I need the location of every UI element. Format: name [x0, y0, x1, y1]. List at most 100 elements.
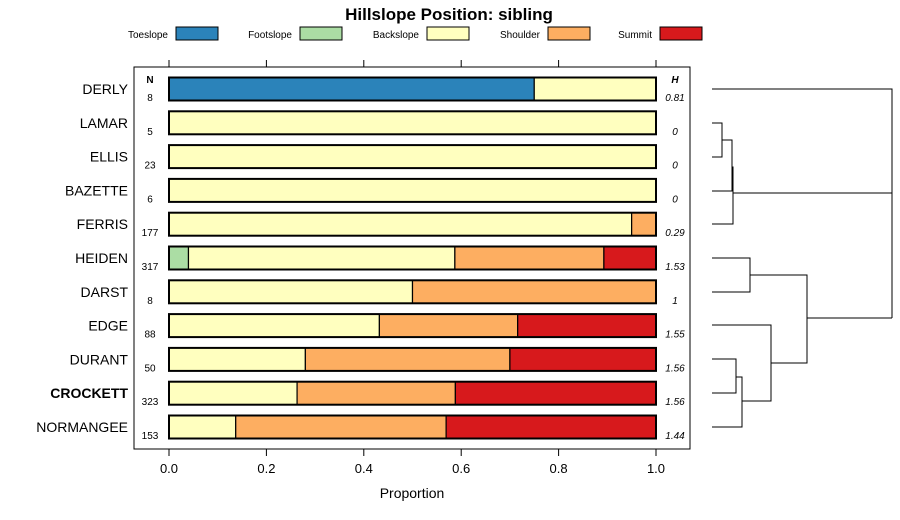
row-label-heiden: HEIDEN	[75, 250, 128, 266]
bar-segment-edge-backslope	[168, 313, 380, 338]
bar-outline-ferris	[168, 211, 657, 237]
bar-segment-crockett-shoulder	[296, 381, 456, 406]
row-n-edge: 88	[144, 330, 156, 341]
h-column-header: H	[671, 75, 679, 86]
bar-segment-edge-summit	[517, 313, 657, 338]
legend-swatch-footslope	[299, 26, 343, 41]
row-h-heiden: 1.53	[665, 262, 685, 273]
row-n-durant: 50	[144, 363, 156, 374]
row-h-edge: 1.55	[665, 330, 685, 341]
dendrogram-branch	[712, 122, 723, 158]
legend-swatch-shoulder	[547, 26, 591, 41]
bar-segment-edge-shoulder	[378, 313, 519, 338]
bar-outline-durant	[168, 346, 657, 372]
row-label-normangee: NORMANGEE	[36, 419, 128, 435]
legend-swatch-backslope	[426, 26, 470, 41]
bar-segment-darst-shoulder	[411, 279, 657, 304]
row-label-crockett: CROCKETT	[50, 385, 128, 401]
bar-segment-normangee-shoulder	[235, 414, 447, 440]
bar-segment-durant-summit	[509, 347, 657, 372]
row-n-ferris: 177	[142, 228, 159, 239]
bar-segment-ferris-backslope	[168, 212, 633, 237]
bar-segment-lamar-backslope	[168, 110, 657, 135]
bar-segment-darst-backslope	[168, 279, 414, 304]
row-n-ellis: 23	[144, 161, 156, 172]
row-h-derly: 0.81	[665, 93, 684, 104]
row-label-darst: DARST	[81, 284, 129, 300]
bar-segment-heiden-backslope	[187, 245, 456, 271]
legend-label-toeslope: Toeslope	[128, 30, 168, 41]
bar-segment-crockett-summit	[454, 381, 657, 406]
row-label-ellis: ELLIS	[90, 149, 128, 165]
row-label-derly: DERLY	[82, 81, 128, 97]
row-label-durant: DURANT	[70, 351, 129, 367]
row-label-lamar: LAMAR	[80, 115, 128, 131]
row-n-heiden: 317	[142, 262, 159, 273]
row-n-normangee: 153	[142, 431, 159, 442]
bar-segment-heiden-shoulder	[454, 245, 605, 271]
legend-swatch-summit	[659, 26, 703, 41]
dendrogram-branch	[712, 376, 743, 428]
bar-segment-crockett-backslope	[168, 381, 298, 406]
row-n-bazette: 6	[147, 194, 153, 205]
row-h-bazette: 0	[672, 194, 678, 205]
bar-outline-normangee	[168, 414, 657, 440]
bar-segment-derly-toeslope	[168, 76, 535, 102]
legend-label-summit: Summit	[618, 30, 652, 41]
row-n-darst: 8	[147, 296, 153, 307]
row-label-edge: EDGE	[88, 318, 128, 334]
row-h-ferris: 0.29	[665, 228, 685, 239]
bar-segment-bazette-backslope	[168, 178, 657, 203]
legend-swatch-toeslope	[175, 26, 219, 41]
row-n-derly: 8	[147, 93, 153, 104]
row-h-crockett: 1.56	[665, 397, 685, 408]
row-h-durant: 1.56	[665, 363, 685, 374]
x-tick-label: 0.0	[160, 461, 178, 476]
n-column-header: N	[146, 75, 153, 86]
bar-segment-ferris-shoulder	[631, 212, 657, 237]
bar-segment-normangee-summit	[445, 414, 657, 440]
bar-outline-heiden	[168, 245, 657, 271]
bar-segment-heiden-summit	[603, 245, 657, 271]
legend-label-backslope: Backslope	[373, 30, 420, 41]
bar-outline-edge	[168, 313, 657, 339]
x-tick-label: 0.4	[355, 461, 373, 476]
legend-label-shoulder: Shoulder	[500, 30, 541, 41]
row-label-ferris: FERRIS	[77, 216, 128, 232]
plot-panel	[133, 66, 691, 450]
chart-legend: Toeslope Footslope Backslope Shoulder Summit	[128, 26, 703, 41]
x-tick-label: 0.8	[550, 461, 568, 476]
bar-outline-crockett	[168, 380, 657, 406]
dendrogram-branch	[750, 274, 892, 319]
bar-segment-ellis-backslope	[168, 144, 657, 169]
bar-outline-ellis	[168, 144, 657, 170]
dendrogram-branch	[712, 358, 737, 394]
dendrogram-branch	[771, 275, 808, 364]
row-h-lamar: 0	[672, 127, 678, 138]
bar-segment-derly-backslope	[533, 76, 657, 102]
x-axis: 0.0 0.2 0.4 0.6 0.8 1.0	[160, 60, 665, 476]
chart-title: Hillslope Position: sibling	[345, 5, 553, 24]
row-n-crockett: 323	[142, 397, 159, 408]
bar-segment-normangee-backslope	[168, 414, 237, 440]
x-tick-label: 1.0	[647, 461, 665, 476]
dendrogram	[712, 88, 893, 428]
dendrogram-branch	[712, 88, 893, 318]
bar-segment-durant-backslope	[168, 347, 306, 372]
row-n-lamar: 5	[147, 127, 153, 138]
bar-segment-heiden-footslope	[168, 245, 190, 271]
x-tick-label: 0.6	[452, 461, 470, 476]
row-h-darst: 1	[672, 296, 678, 307]
row-h-ellis: 0	[672, 161, 678, 172]
bar-segment-durant-shoulder	[304, 347, 511, 372]
x-axis-title: Proportion	[380, 485, 445, 501]
dendrogram-branch	[712, 139, 733, 192]
legend-label-footslope: Footslope	[248, 30, 292, 41]
x-tick-label: 0.2	[257, 461, 275, 476]
bar-outline-lamar	[168, 110, 657, 136]
row-h-normangee: 1.44	[665, 431, 685, 442]
dendrogram-branch	[712, 166, 734, 225]
bar-outline-derly	[168, 76, 657, 102]
